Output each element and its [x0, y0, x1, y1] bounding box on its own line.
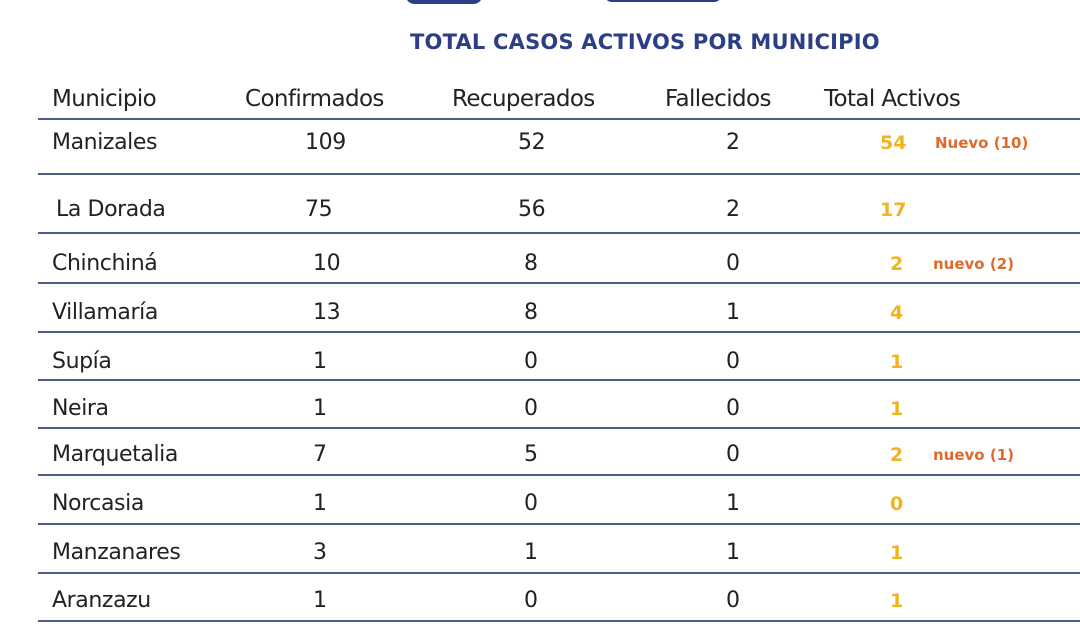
- cell-municipio: Neira: [52, 396, 109, 421]
- cell-fallecidos: 2: [726, 130, 740, 155]
- cell-fallecidos: 0: [726, 588, 740, 613]
- logo-fragment: [604, 0, 722, 2]
- row-divider: [38, 282, 1080, 284]
- row-divider: [38, 620, 1080, 622]
- header-recuperados: Recuperados: [452, 86, 595, 112]
- cell-activos: 2: [890, 253, 904, 275]
- row-divider: [38, 474, 1080, 476]
- cell-confirmados: 13: [313, 300, 341, 325]
- new-cases-note: nuevo (1): [933, 446, 1014, 464]
- cell-activos: 0: [890, 493, 904, 515]
- cell-municipio: Aranzazu: [52, 588, 151, 613]
- cell-municipio: Chinchiná: [52, 251, 158, 276]
- row-divider: [38, 523, 1080, 525]
- cell-fallecidos: 0: [726, 442, 740, 467]
- cell-recuperados: 52: [518, 130, 546, 155]
- cell-recuperados: 0: [524, 349, 538, 374]
- cell-activos: 1: [890, 398, 904, 420]
- cell-confirmados: 1: [313, 588, 327, 613]
- cell-municipio: Marquetalia: [52, 442, 178, 467]
- cell-confirmados: 3: [313, 540, 327, 565]
- cell-recuperados: 0: [524, 491, 538, 516]
- cell-recuperados: 56: [518, 197, 546, 222]
- cell-fallecidos: 1: [726, 540, 740, 565]
- cell-municipio: Norcasia: [52, 491, 144, 516]
- row-divider: [38, 427, 1080, 429]
- row-divider: [38, 118, 1080, 120]
- cell-recuperados: 1: [524, 540, 538, 565]
- cell-activos: 54: [880, 132, 907, 154]
- cell-confirmados: 10: [313, 251, 341, 276]
- cell-activos: 1: [890, 351, 904, 373]
- new-cases-note: nuevo (2): [933, 255, 1014, 273]
- cell-activos: 4: [890, 302, 904, 324]
- row-divider: [38, 331, 1080, 333]
- header-fallecidos: Fallecidos: [665, 86, 771, 112]
- cell-municipio: Manzanares: [52, 540, 181, 565]
- cell-fallecidos: 0: [726, 251, 740, 276]
- cell-municipio: La Dorada: [56, 197, 166, 222]
- cell-recuperados: 0: [524, 588, 538, 613]
- cell-activos: 2: [890, 444, 904, 466]
- cell-confirmados: 1: [313, 396, 327, 421]
- cell-recuperados: 8: [524, 300, 538, 325]
- cell-activos: 1: [890, 542, 904, 564]
- new-cases-note: Nuevo (10): [935, 134, 1029, 152]
- cell-confirmados: 1: [313, 491, 327, 516]
- cell-confirmados: 75: [305, 197, 333, 222]
- cell-fallecidos: 2: [726, 197, 740, 222]
- cell-fallecidos: 0: [726, 349, 740, 374]
- header-confirmados: Confirmados: [245, 86, 384, 112]
- cell-municipio: Villamaría: [52, 300, 158, 325]
- row-divider: [38, 379, 1080, 381]
- row-divider: [38, 572, 1080, 574]
- cell-municipio: Manizales: [52, 130, 158, 155]
- cell-confirmados: 7: [313, 442, 327, 467]
- cell-activos: 1: [890, 590, 904, 612]
- cell-recuperados: 8: [524, 251, 538, 276]
- row-divider: [38, 173, 1080, 175]
- cell-recuperados: 0: [524, 396, 538, 421]
- row-divider: [38, 232, 1080, 234]
- header-municipio: Municipio: [52, 86, 157, 112]
- cell-fallecidos: 0: [726, 396, 740, 421]
- page-title: TOTAL CASOS ACTIVOS POR MUNICIPIO: [410, 30, 880, 54]
- cell-activos: 17: [880, 199, 907, 221]
- cell-confirmados: 109: [305, 130, 346, 155]
- header-total-activos: Total Activos: [824, 86, 961, 112]
- cell-municipio: Supía: [52, 349, 112, 374]
- cell-fallecidos: 1: [726, 300, 740, 325]
- cell-confirmados: 1: [313, 349, 327, 374]
- logo-fragment: [405, 0, 483, 4]
- cell-recuperados: 5: [524, 442, 538, 467]
- cell-fallecidos: 1: [726, 491, 740, 516]
